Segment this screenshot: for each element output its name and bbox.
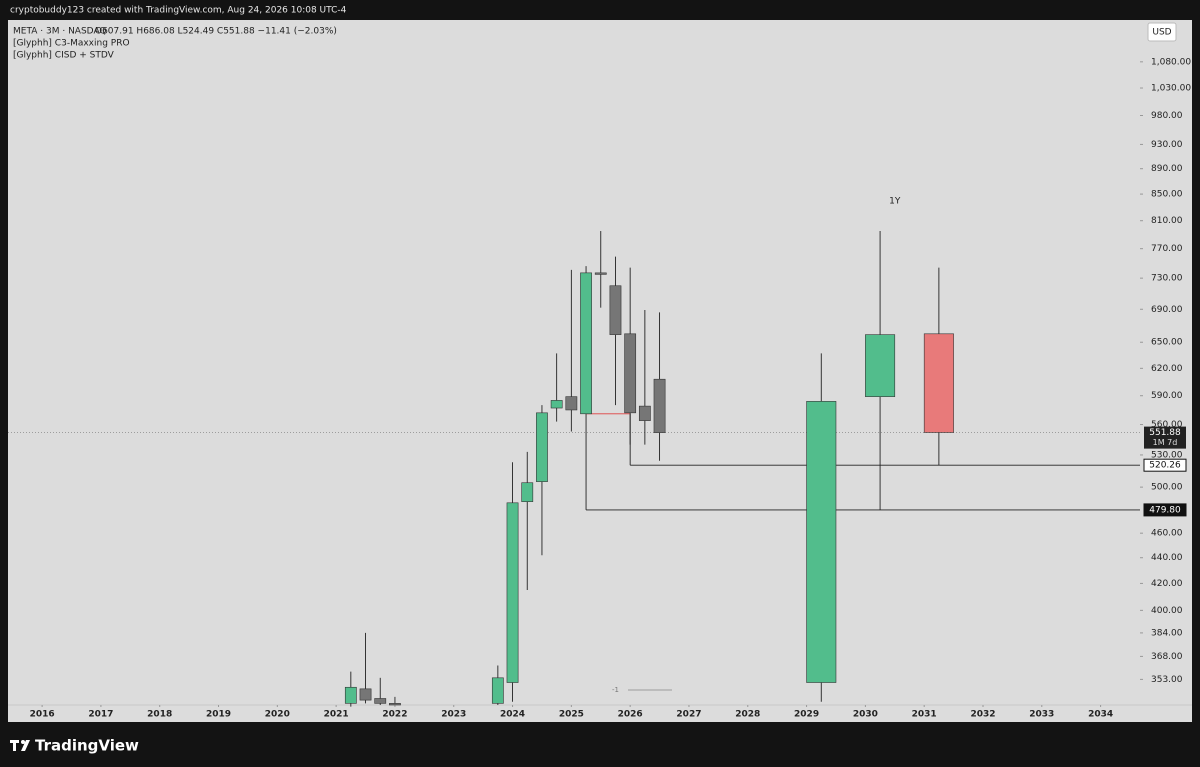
candle-body: [594, 272, 607, 275]
y-tick-label: 440.00: [1151, 553, 1183, 563]
x-tick-label: 2018: [147, 710, 172, 720]
y-tick-label: 460.00: [1151, 529, 1183, 539]
y-tick-label: 980.00: [1151, 111, 1183, 121]
candle-body: [624, 333, 637, 414]
x-tick-label: 2019: [206, 710, 231, 720]
x-tick-label: 2022: [382, 710, 407, 720]
logo-mark: [13, 740, 16, 751]
y-tick-label: 500.00: [1151, 483, 1183, 493]
x-tick-label: 2028: [735, 710, 760, 720]
x-tick-label: 2024: [500, 710, 525, 720]
y-tick-label: 730.00: [1151, 274, 1183, 284]
x-tick-label: 2030: [853, 710, 878, 720]
x-tick-label: 2021: [324, 710, 349, 720]
logo-mark: [21, 740, 30, 751]
level-tag: [1143, 503, 1187, 517]
chart-panel: [8, 20, 1192, 722]
x-tick-label: 2023: [441, 710, 466, 720]
candle-body: [521, 482, 534, 502]
x-tick-label: 2020: [265, 710, 290, 720]
watermark: cryptobuddy123 created with TradingView.…: [10, 6, 347, 16]
x-tick-label: 2033: [1029, 710, 1054, 720]
y-tick-label: 590.00: [1151, 391, 1183, 401]
ohlc: O607.91 H686.08 L524.49 C551.88 −11.41 (…: [95, 27, 337, 37]
x-tick-label: 2016: [30, 710, 55, 720]
level-tag: [1143, 458, 1187, 472]
x-tick-label: 2026: [618, 710, 643, 720]
projection-label: 1Y: [889, 197, 901, 207]
y-tick-label: 770.00: [1151, 244, 1183, 254]
y-tick-label: 1,080.00: [1151, 57, 1191, 67]
x-tick-label: 2034: [1088, 710, 1113, 720]
indicator: [Glyphh] C3-Maxxing PRO: [13, 39, 130, 49]
last-price-tag: [1144, 426, 1186, 449]
y-tick-label: 810.00: [1151, 216, 1183, 226]
y-tick-label: 620.00: [1151, 364, 1183, 374]
candle-body: [638, 405, 651, 421]
candle-body: [653, 378, 666, 433]
y-tick-label: 400.00: [1151, 606, 1183, 616]
x-tick-label: 2031: [912, 710, 937, 720]
y-tick-label: 1,030.00: [1151, 84, 1191, 94]
y-tick-label: 850.00: [1151, 190, 1183, 200]
logo: [10, 740, 30, 751]
level-label: 479.80: [1149, 505, 1181, 515]
candle-body: [865, 334, 896, 397]
candle-body: [359, 688, 372, 701]
x-tick-label: 2017: [88, 710, 113, 720]
candle-body: [565, 396, 578, 411]
y-tick-label: 420.00: [1151, 579, 1183, 589]
candle-body: [536, 412, 548, 482]
candle-body: [389, 703, 401, 706]
currency-button[interactable]: [1147, 22, 1177, 42]
candle-body: [923, 333, 954, 433]
annotation: -1: [612, 686, 619, 694]
level-label: 520.26: [1149, 461, 1181, 471]
x-tick-label: 2029: [794, 710, 819, 720]
x-tick-label: 2027: [676, 710, 701, 720]
x-tick-label: 2025: [559, 710, 584, 720]
y-tick-label: 353.00: [1151, 675, 1183, 685]
candle-body: [374, 698, 387, 704]
logo-mark: [21, 740, 25, 744]
y-tick-label: 384.00: [1151, 628, 1183, 638]
y-tick-label: 368.00: [1151, 652, 1183, 662]
countdown: 1M 7d: [1153, 438, 1178, 447]
candle-body: [344, 686, 357, 704]
y-tick-label: 890.00: [1151, 164, 1183, 174]
last-price-label: 551.88: [1149, 428, 1181, 438]
y-tick-label: 650.00: [1151, 338, 1183, 348]
brand: TradingView: [35, 737, 139, 755]
indicator: [Glyphh] CISD + STDV: [13, 51, 115, 61]
y-tick-label: 530.00: [1151, 450, 1183, 460]
candle-body: [491, 677, 504, 704]
candle-body: [609, 285, 622, 335]
y-tick-label: 930.00: [1151, 140, 1183, 150]
y-tick-label: 560.00: [1151, 420, 1183, 430]
candle-body: [580, 272, 592, 415]
candle-body: [550, 400, 563, 409]
symbol: META · 3M · NASDAQ: [13, 27, 107, 37]
candle-body: [506, 502, 519, 683]
x-tick-label: 2032: [970, 710, 995, 720]
candle-body: [806, 401, 837, 683]
y-tick-label: 690.00: [1151, 305, 1183, 315]
currency[interactable]: USD: [1152, 28, 1171, 38]
